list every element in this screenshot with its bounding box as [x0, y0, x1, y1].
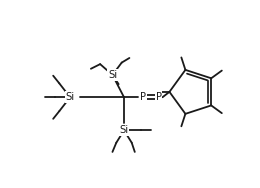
Text: P: P — [140, 92, 146, 102]
Text: P: P — [156, 92, 162, 102]
Text: Si: Si — [119, 125, 129, 135]
Text: Si: Si — [66, 92, 75, 102]
Text: Si: Si — [108, 70, 117, 80]
